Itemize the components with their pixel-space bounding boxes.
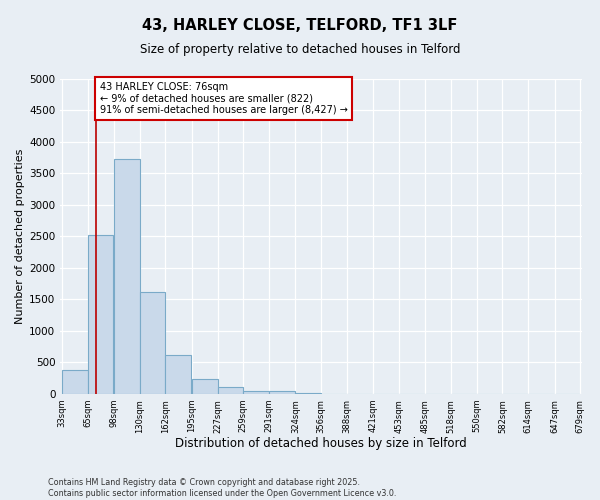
Bar bbox=[88, 234, 113, 394]
Text: 43, HARLEY CLOSE, TELFORD, TF1 3LF: 43, HARLEY CLOSE, TELFORD, TF1 3LF bbox=[142, 18, 458, 32]
Y-axis label: Number of detached properties: Number of detached properties bbox=[15, 149, 25, 324]
X-axis label: Distribution of detached houses by size in Telford: Distribution of detached houses by size … bbox=[175, 437, 467, 450]
Bar bbox=[218, 388, 243, 394]
Bar bbox=[166, 354, 191, 394]
Bar bbox=[269, 392, 295, 394]
Bar bbox=[192, 378, 218, 394]
Bar bbox=[295, 392, 321, 394]
Text: 43 HARLEY CLOSE: 76sqm
← 9% of detached houses are smaller (822)
91% of semi-det: 43 HARLEY CLOSE: 76sqm ← 9% of detached … bbox=[100, 82, 347, 116]
Bar bbox=[140, 292, 166, 394]
Text: Size of property relative to detached houses in Telford: Size of property relative to detached ho… bbox=[140, 42, 460, 56]
Bar bbox=[243, 391, 269, 394]
Text: Contains HM Land Registry data © Crown copyright and database right 2025.
Contai: Contains HM Land Registry data © Crown c… bbox=[48, 478, 397, 498]
Bar bbox=[114, 159, 140, 394]
Bar bbox=[62, 370, 88, 394]
